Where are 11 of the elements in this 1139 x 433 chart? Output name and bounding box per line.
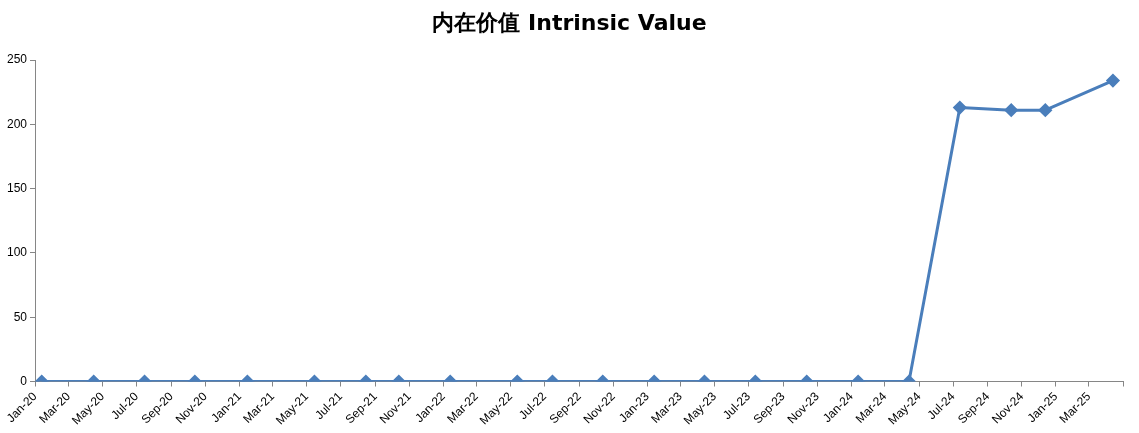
y-tick-label: 250 bbox=[6, 52, 28, 67]
point bbox=[1004, 103, 1018, 117]
y-tick-label: 0 bbox=[20, 373, 28, 388]
y-tick-label: 100 bbox=[6, 245, 28, 260]
y-tick-label: 200 bbox=[6, 116, 28, 131]
point bbox=[953, 101, 967, 115]
y-tick-label: 50 bbox=[13, 309, 28, 324]
chart-title: 内在价值 Intrinsic Value bbox=[431, 9, 708, 37]
y-tick-label: 150 bbox=[6, 180, 28, 195]
point bbox=[1106, 74, 1120, 88]
point bbox=[1038, 103, 1052, 117]
